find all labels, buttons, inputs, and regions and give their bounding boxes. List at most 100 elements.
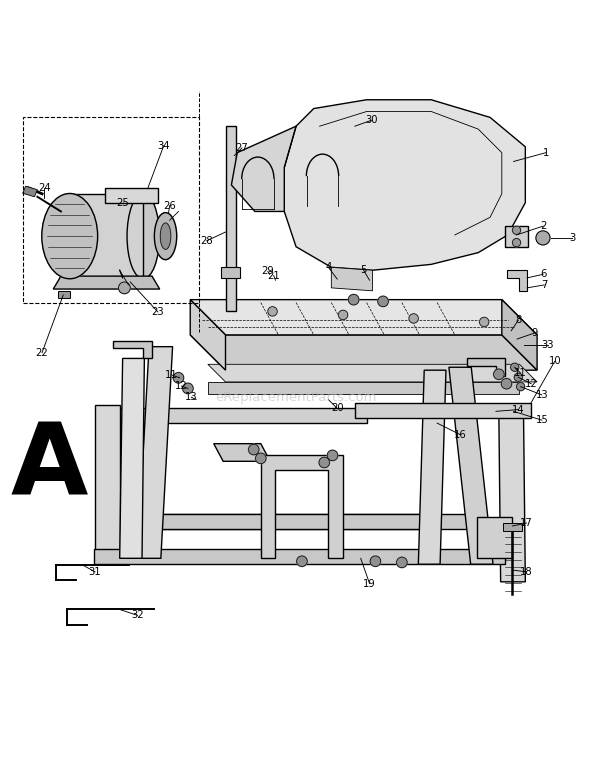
Polygon shape <box>214 443 270 462</box>
Polygon shape <box>117 409 366 423</box>
Polygon shape <box>332 268 372 291</box>
Circle shape <box>516 383 525 391</box>
Text: 12: 12 <box>175 381 188 391</box>
Text: 3: 3 <box>569 233 575 243</box>
Circle shape <box>512 239 520 246</box>
Polygon shape <box>95 406 120 559</box>
Circle shape <box>339 310 348 320</box>
Text: 25: 25 <box>116 198 129 208</box>
Polygon shape <box>507 271 527 291</box>
Polygon shape <box>58 291 70 298</box>
Text: 19: 19 <box>363 578 376 588</box>
Text: 13: 13 <box>536 390 548 400</box>
Circle shape <box>510 363 519 371</box>
Text: 24: 24 <box>38 183 51 193</box>
Text: 17: 17 <box>520 518 533 528</box>
Polygon shape <box>120 359 145 559</box>
Circle shape <box>396 557 407 568</box>
Polygon shape <box>208 382 519 393</box>
Ellipse shape <box>127 193 159 279</box>
Text: 29: 29 <box>261 266 274 277</box>
Polygon shape <box>261 456 343 559</box>
Text: 15: 15 <box>535 415 548 425</box>
Circle shape <box>409 314 418 323</box>
Text: 30: 30 <box>365 115 378 125</box>
Polygon shape <box>190 299 537 335</box>
Text: 21: 21 <box>267 271 280 280</box>
Text: 8: 8 <box>515 315 522 325</box>
Text: 2: 2 <box>540 221 546 231</box>
Circle shape <box>512 226 520 234</box>
Polygon shape <box>499 417 525 582</box>
Text: 13: 13 <box>185 392 198 402</box>
Circle shape <box>119 282 130 294</box>
Polygon shape <box>418 370 446 564</box>
Text: 26: 26 <box>163 201 176 211</box>
Polygon shape <box>137 346 173 559</box>
Text: 1: 1 <box>543 148 549 158</box>
Polygon shape <box>477 517 512 559</box>
Text: eReplacementParts.com: eReplacementParts.com <box>215 391 377 404</box>
Polygon shape <box>70 194 143 279</box>
Text: 4: 4 <box>325 262 332 272</box>
Polygon shape <box>467 359 506 376</box>
Text: 9: 9 <box>531 328 537 338</box>
Circle shape <box>514 373 522 381</box>
Text: 14: 14 <box>512 405 525 415</box>
Polygon shape <box>221 268 240 278</box>
Text: 32: 32 <box>131 610 143 620</box>
Circle shape <box>297 556 307 566</box>
Polygon shape <box>284 100 525 271</box>
Text: 7: 7 <box>541 280 548 290</box>
Text: 16: 16 <box>454 430 467 440</box>
Text: 6: 6 <box>540 269 546 280</box>
Circle shape <box>248 444 259 455</box>
Polygon shape <box>190 335 537 370</box>
Polygon shape <box>105 188 158 202</box>
Circle shape <box>536 231 550 245</box>
Text: 11: 11 <box>514 368 527 378</box>
Ellipse shape <box>160 223 171 249</box>
Circle shape <box>327 450 338 461</box>
Text: 18: 18 <box>520 567 533 577</box>
Text: 12: 12 <box>525 379 537 389</box>
Circle shape <box>255 453 266 464</box>
Polygon shape <box>154 514 481 529</box>
Text: 11: 11 <box>165 370 178 380</box>
Text: 20: 20 <box>331 403 343 413</box>
Circle shape <box>182 383 193 393</box>
Polygon shape <box>208 365 537 382</box>
Polygon shape <box>94 550 505 564</box>
Text: 31: 31 <box>88 567 101 577</box>
Text: 28: 28 <box>201 236 213 246</box>
Text: 34: 34 <box>158 140 170 151</box>
Ellipse shape <box>42 193 97 279</box>
Polygon shape <box>231 126 296 211</box>
Text: 10: 10 <box>549 356 561 366</box>
Polygon shape <box>225 126 236 312</box>
Polygon shape <box>113 341 152 359</box>
Circle shape <box>348 294 359 305</box>
Polygon shape <box>505 226 528 246</box>
Polygon shape <box>190 299 225 370</box>
Circle shape <box>494 369 504 380</box>
Circle shape <box>480 318 489 327</box>
Circle shape <box>370 556 381 566</box>
Polygon shape <box>502 299 537 370</box>
Text: 27: 27 <box>235 143 248 153</box>
Text: 5: 5 <box>360 265 367 275</box>
Polygon shape <box>22 186 37 197</box>
Text: A: A <box>11 418 88 515</box>
Polygon shape <box>129 514 434 529</box>
Circle shape <box>378 296 388 307</box>
Ellipse shape <box>155 213 177 260</box>
Polygon shape <box>53 276 160 289</box>
Text: 22: 22 <box>36 348 48 358</box>
Circle shape <box>268 307 277 316</box>
Circle shape <box>502 378 512 389</box>
Polygon shape <box>355 402 531 418</box>
Polygon shape <box>449 367 493 564</box>
Circle shape <box>173 372 183 383</box>
Text: 33: 33 <box>542 340 554 350</box>
Polygon shape <box>503 523 522 531</box>
